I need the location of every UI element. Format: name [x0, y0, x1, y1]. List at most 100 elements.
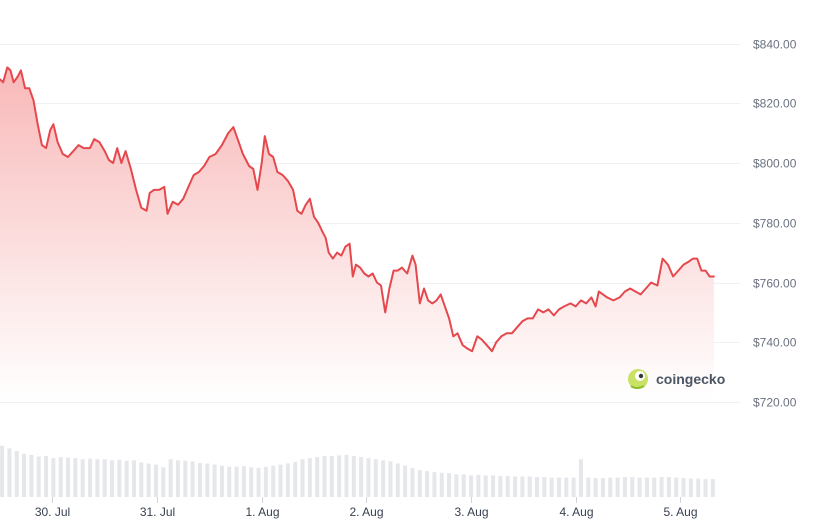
- volume-bar: [88, 458, 93, 497]
- volume-bar: [183, 460, 188, 497]
- volume-bar: [241, 466, 246, 497]
- volume-bar: [600, 478, 605, 497]
- volume-bar: [556, 477, 561, 497]
- volume-bar: [644, 477, 649, 497]
- volume-bar: [329, 455, 334, 497]
- volume-bar: [505, 475, 510, 497]
- volume-bar: [315, 457, 320, 497]
- volume-bar: [73, 458, 78, 497]
- coingecko-watermark: coingecko: [628, 369, 725, 389]
- volume-bar: [263, 466, 268, 497]
- x-tick-label: 5. Aug: [663, 505, 697, 519]
- volume-bar: [0, 445, 5, 497]
- volume-bar: [608, 477, 613, 497]
- volume-bar: [578, 459, 583, 497]
- volume-bar: [219, 465, 224, 497]
- y-axis: $720.00 $740.00 $760.00 $780.00 $800.00 $820.…: [753, 38, 797, 410]
- volume-bar: [476, 474, 481, 497]
- volume-bar: [388, 461, 393, 497]
- volume-bar: [703, 479, 708, 497]
- volume-bar: [293, 461, 298, 497]
- volume-bar: [212, 464, 217, 497]
- volume-bar: [549, 477, 554, 497]
- volume-bar: [417, 470, 422, 497]
- volume-bar: [410, 467, 415, 497]
- volume-bar: [527, 476, 532, 497]
- x-tick-label: 2. Aug: [349, 505, 383, 519]
- volume-bar: [586, 477, 591, 497]
- volume-bar: [29, 454, 34, 497]
- volume-bar: [681, 478, 686, 497]
- volume-bar: [564, 477, 569, 497]
- volume-bar: [395, 463, 400, 497]
- y-tick-label: $820.00: [753, 97, 797, 111]
- volume-bar: [36, 456, 41, 497]
- volume-bar: [227, 466, 232, 497]
- volume-bar: [307, 458, 312, 497]
- volume-bar: [454, 474, 459, 497]
- volume-bar: [403, 465, 408, 497]
- volume-bar: [571, 477, 576, 497]
- volume-bar: [44, 455, 49, 497]
- volume-bar: [102, 459, 107, 497]
- x-tick-label: 1. Aug: [245, 505, 279, 519]
- volume-bar: [535, 477, 540, 497]
- volume-bar: [131, 460, 136, 497]
- volume-bar: [51, 458, 56, 497]
- volume-bar: [359, 457, 364, 497]
- volume-bar: [271, 465, 276, 497]
- x-tick-label: 30. Jul: [35, 505, 70, 519]
- volume-bar: [710, 479, 715, 497]
- volume-bar: [175, 460, 180, 497]
- y-tick-label: $800.00: [753, 157, 797, 171]
- volume-bar: [80, 459, 85, 497]
- volume-bar: [124, 460, 129, 497]
- volume-bar: [190, 461, 195, 497]
- volume-bar: [7, 448, 12, 497]
- volume-bar: [58, 457, 63, 497]
- volume-bar: [110, 460, 115, 497]
- volume-bar: [14, 451, 19, 497]
- volume-bar: [447, 473, 452, 497]
- gecko-icon: [628, 369, 648, 389]
- volume-bar: [168, 459, 173, 497]
- volume-bar: [300, 459, 305, 497]
- volume-bar: [622, 477, 627, 497]
- watermark-text: coingecko: [656, 371, 725, 387]
- volume-bar: [234, 466, 239, 497]
- volume-bar: [469, 475, 474, 497]
- volume-bar: [197, 462, 202, 497]
- volume-bar: [351, 455, 356, 497]
- volume-bar: [696, 478, 701, 497]
- volume-bar: [153, 464, 158, 497]
- volume-bar: [366, 458, 371, 497]
- volume-bar: [432, 472, 437, 497]
- volume-bar: [278, 464, 283, 497]
- volume-bar: [520, 476, 525, 497]
- volume-bar: [666, 477, 671, 497]
- volume-bar: [285, 463, 290, 497]
- volume-bar: [95, 459, 100, 497]
- volume-bar: [249, 467, 254, 497]
- volume-bar: [425, 471, 430, 497]
- volume-bar: [381, 460, 386, 497]
- volume-bar: [139, 462, 144, 497]
- volume-bar: [637, 477, 642, 497]
- volume-bar: [373, 459, 378, 497]
- volume-bar: [161, 467, 166, 497]
- x-tick-label: 31. Jul: [140, 505, 175, 519]
- volume-bar: [542, 477, 547, 497]
- volume-bar: [674, 477, 679, 497]
- x-axis: 30. Jul 31. Jul 1. Aug 2. Aug 3. Aug 4. Aug 5.…: [35, 497, 698, 519]
- volume-bar: [66, 457, 71, 497]
- x-tick-label: 4. Aug: [559, 505, 593, 519]
- volume-bars: [0, 445, 715, 497]
- volume-bar: [205, 463, 210, 497]
- volume-bar: [344, 454, 349, 497]
- volume-bar: [659, 477, 664, 497]
- volume-bar: [322, 455, 327, 497]
- y-tick-label: $780.00: [753, 217, 797, 231]
- volume-bar: [615, 477, 620, 497]
- volume-bar: [630, 477, 635, 497]
